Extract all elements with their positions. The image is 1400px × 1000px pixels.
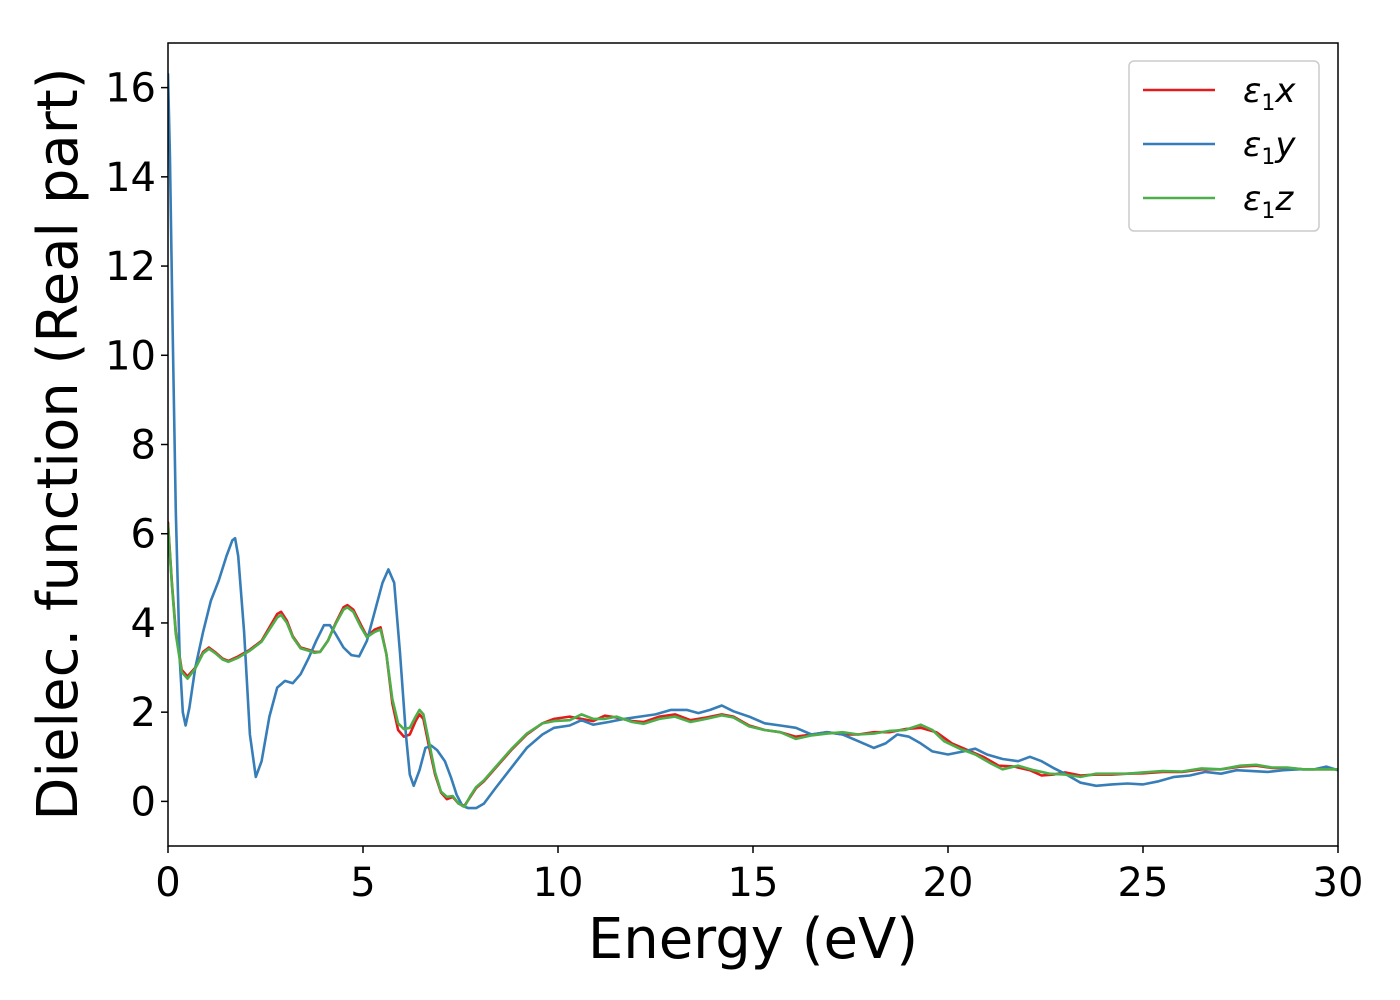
x-tick-label: 15 bbox=[728, 860, 779, 906]
y-tick-label: 14 bbox=[105, 155, 156, 201]
x-tick-label: 10 bbox=[533, 860, 584, 906]
legend-box bbox=[1128, 60, 1320, 232]
series-line-2 bbox=[168, 523, 1338, 808]
y-tick-label: 10 bbox=[105, 333, 156, 379]
x-tick-label: 30 bbox=[1313, 860, 1364, 906]
y-tick-label: 4 bbox=[131, 601, 156, 647]
x-axis-label: Energy (eV) bbox=[588, 907, 918, 972]
x-axis: 0 5 10 15 20 25 30 bbox=[155, 846, 1363, 906]
y-axis-label: Dielec. function (Real part) bbox=[26, 67, 91, 820]
y-tick-label: 12 bbox=[105, 244, 156, 290]
y-tick-label: 16 bbox=[105, 66, 156, 112]
legend-label-0: ε1x bbox=[1243, 71, 1296, 116]
x-tick-label: 25 bbox=[1118, 860, 1169, 906]
y-axis: 0 2 4 6 8 10 12 14 16 bbox=[105, 66, 168, 825]
series-layer bbox=[168, 72, 1338, 810]
y-tick-label: 6 bbox=[131, 512, 156, 558]
legend-label-1: ε1y bbox=[1243, 125, 1296, 170]
x-tick-label: 0 bbox=[155, 860, 180, 906]
x-tick-label: 20 bbox=[923, 860, 974, 906]
series-line-1 bbox=[168, 72, 1338, 810]
x-tick-label: 5 bbox=[350, 860, 375, 906]
y-tick-label: 0 bbox=[131, 779, 156, 825]
y-tick-label: 2 bbox=[131, 690, 156, 736]
y-tick-label: 8 bbox=[131, 423, 156, 469]
legend-label-2: ε1z bbox=[1243, 179, 1294, 224]
legend: ε1x ε1y ε1z bbox=[1128, 60, 1320, 232]
